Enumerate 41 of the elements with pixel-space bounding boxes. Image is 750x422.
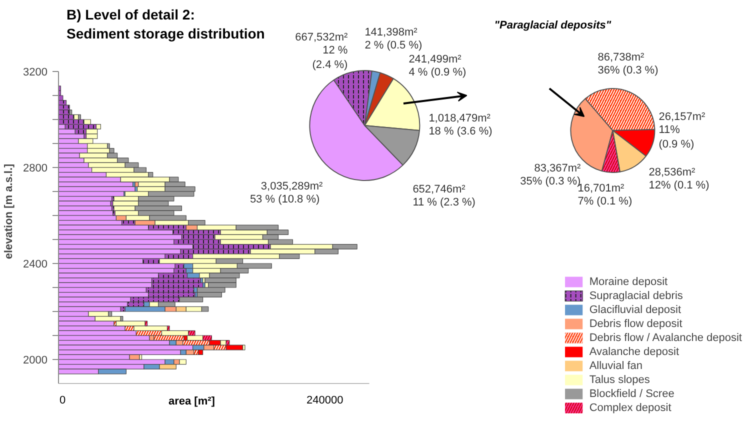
y-axis-title: elevation [m a.s.l.] bbox=[3, 163, 16, 260]
y-tick-label: 3200 bbox=[23, 66, 48, 78]
text: 4 % (0.9 %) bbox=[408, 66, 466, 78]
text: 2 % (0.5 %) bbox=[364, 40, 422, 52]
data-label: 652,746m² bbox=[412, 184, 466, 196]
y-tick-label: 2000 bbox=[23, 354, 48, 366]
legend-label: Alluvial fan bbox=[589, 359, 643, 372]
y-tick-label: 2400 bbox=[23, 258, 48, 270]
x-axis-title: area [m²] bbox=[168, 396, 216, 408]
legend-label: Debris flow deposit bbox=[589, 317, 682, 330]
data-label: 667,532m² bbox=[295, 32, 348, 44]
text: 18 % (3.6 %) bbox=[428, 126, 492, 138]
text: 36% (0.3 %) bbox=[598, 64, 658, 76]
legend-label: Glacifluvial deposit bbox=[589, 303, 682, 316]
chart-title: "Paraglacial deposits" bbox=[494, 20, 612, 32]
data-label: 241,499m² bbox=[408, 54, 462, 66]
text: 12 % (2.4 %) bbox=[312, 44, 348, 71]
text: 12% (0.1 %) bbox=[648, 180, 710, 192]
data-label: 1,018,479m² bbox=[428, 112, 491, 124]
y-tick-label: 2800 bbox=[23, 162, 48, 174]
legend-label: Debris flow / Avalanche deposit bbox=[589, 331, 742, 344]
data-label: 86,738m² bbox=[598, 52, 645, 64]
legend-label: Moraine deposit bbox=[589, 275, 668, 288]
x-tick-label: 0 bbox=[60, 394, 66, 406]
data-label: 3,035,289m² bbox=[260, 180, 324, 192]
data-label: 28,536m² bbox=[648, 166, 696, 178]
text: 11% (0.9 %) bbox=[658, 124, 694, 150]
text: 7% (0.1 %) bbox=[578, 196, 632, 208]
x-tick-label: 240000 bbox=[306, 394, 344, 406]
legend-label: Talus slopes bbox=[589, 373, 650, 386]
legend-label: Blockfield / Scree bbox=[589, 387, 674, 400]
data-label: 26,157m² bbox=[658, 111, 706, 123]
annotation: 53 % (10.8 %) bbox=[250, 194, 320, 206]
legend-label: Supraglacial debris bbox=[589, 289, 683, 302]
legend-label: Complex deposit bbox=[589, 401, 672, 414]
data-label: 141,398m² bbox=[364, 26, 418, 38]
legend-label: Avalanche deposit bbox=[589, 345, 680, 358]
chart-title: B) Level of detail 2: Sediment storage distribution bbox=[66, 6, 265, 42]
text: 11 % (2.3 %) bbox=[412, 196, 476, 208]
text: 35% (0.3 %) bbox=[520, 176, 581, 188]
data-label: 83,367m² bbox=[534, 162, 582, 174]
